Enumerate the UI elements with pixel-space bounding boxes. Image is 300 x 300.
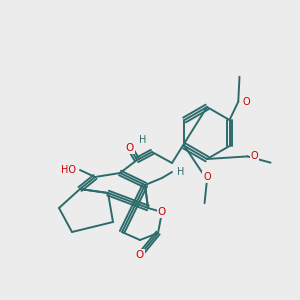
Text: O: O [136,250,144,260]
Text: O: O [158,207,166,217]
Text: H: H [139,135,147,145]
Text: H: H [177,167,185,177]
Text: O: O [243,97,250,107]
Text: O: O [126,143,134,153]
Text: O: O [250,152,258,161]
Text: HO: HO [61,165,76,175]
Text: O: O [203,172,211,182]
